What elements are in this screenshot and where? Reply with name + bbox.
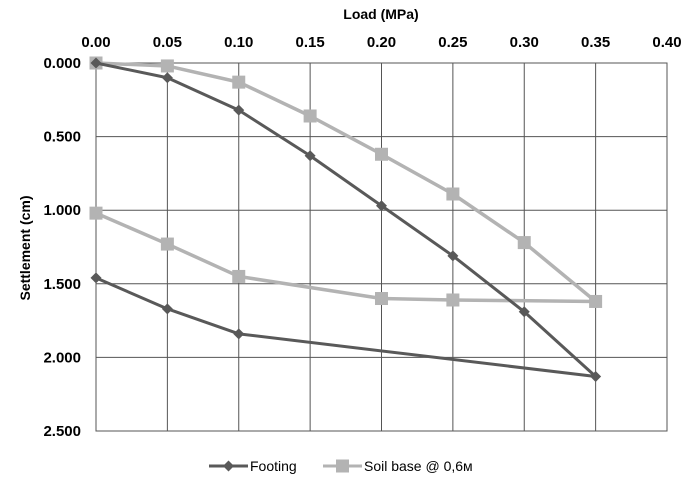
x-axis-title: Load (MPa) [343,6,418,22]
y-tick-label: 2.500 [43,423,81,440]
y-tick-label: 0.500 [43,129,81,146]
data-point [375,147,388,161]
x-tick-label: 0.00 [81,34,110,51]
data-point [517,236,531,250]
data-point [446,187,460,201]
x-tick-label: 0.25 [438,34,467,51]
legend-marker [336,459,349,473]
legend-label: Footing [250,458,297,474]
data-point [590,371,602,383]
x-tick-label: 0.15 [296,34,325,51]
series-line [95,61,598,379]
y-tick-label: 1.500 [43,276,81,293]
x-tick-label: 0.40 [652,34,681,51]
data-point [232,75,246,89]
legend-item: Footing [209,458,297,474]
data-point [518,306,530,318]
data-point [160,237,174,251]
data-point [303,109,317,123]
data-point [90,57,102,69]
tick-labels: 0.00 0.05 0.10 0.15 0.20 0.25 0.30 0.35 0.40 0.00… [43,34,681,440]
data-point [375,292,388,306]
series-footing [90,57,602,383]
legend-marker [223,460,234,472]
data-point [161,303,173,315]
x-tick-label: 0.20 [367,34,396,51]
data-point [160,59,174,73]
data-point [233,104,245,116]
y-tick-label: 2.000 [43,349,81,366]
y-tick-label: 1.000 [43,202,81,219]
x-tick-label: 0.05 [153,34,182,51]
x-tick-label: 0.10 [224,34,253,51]
y-tick-label: 0.000 [43,55,81,72]
data-point [447,250,459,262]
data-point [304,150,316,162]
data-point [446,293,460,307]
series-layer [89,56,603,383]
legend: Footing Soil base @ 0,6м [209,458,473,474]
data-point [589,294,603,308]
data-point [161,72,173,84]
legend-label: Soil base @ 0,6м [364,458,473,474]
data-point [376,200,387,212]
data-point [233,328,245,340]
x-tick-label: 0.30 [510,34,539,51]
data-point [232,269,246,283]
data-point [90,272,102,284]
data-point [89,206,103,220]
x-tick-label: 0.35 [581,34,610,51]
legend-item: Soil base @ 0,6м [323,458,473,474]
plot-area-border [95,62,668,432]
y-axis-title: Settlement (cm) [17,195,33,300]
